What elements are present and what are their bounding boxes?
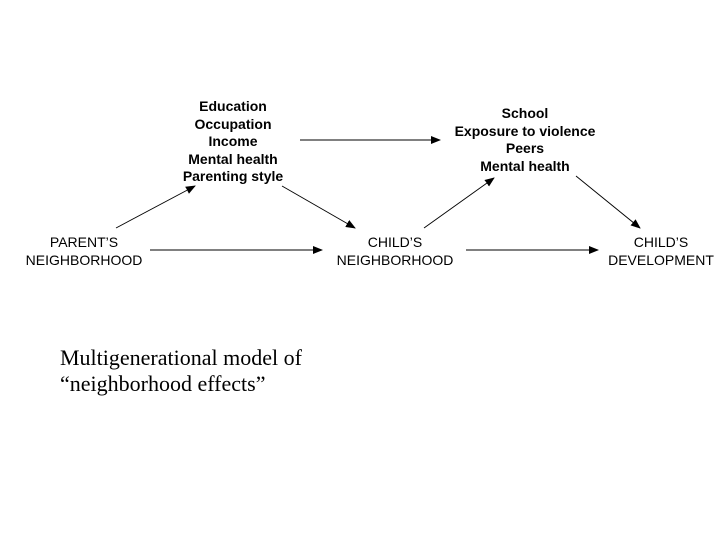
node-parent-attributes: EducationOccupationIncomeMental healthPa…: [168, 98, 298, 186]
edge-child_attrs-to-child_development: [576, 176, 640, 228]
node-child-neighborhood: CHILD’SNEIGHBORHOOD: [320, 234, 470, 269]
diagram-stage: PARENT’SNEIGHBORHOOD EducationOccupation…: [0, 0, 720, 540]
edge-parent_attrs-to-child_neighborhood: [282, 186, 355, 228]
diagram-title: Multigenerational model of“neighborhood …: [60, 345, 302, 398]
node-child-development: CHILD’SDEVELOPMENT: [596, 234, 720, 269]
edge-child_neighborhood-to-child_attrs: [424, 178, 494, 228]
arrows-layer: [0, 0, 720, 540]
edge-parent_neighborhood-to-parent_attrs: [116, 186, 195, 228]
node-child-attributes: SchoolExposure to violencePeersMental he…: [430, 105, 620, 175]
node-parent-neighborhood: PARENT’SNEIGHBORHOOD: [14, 234, 154, 269]
